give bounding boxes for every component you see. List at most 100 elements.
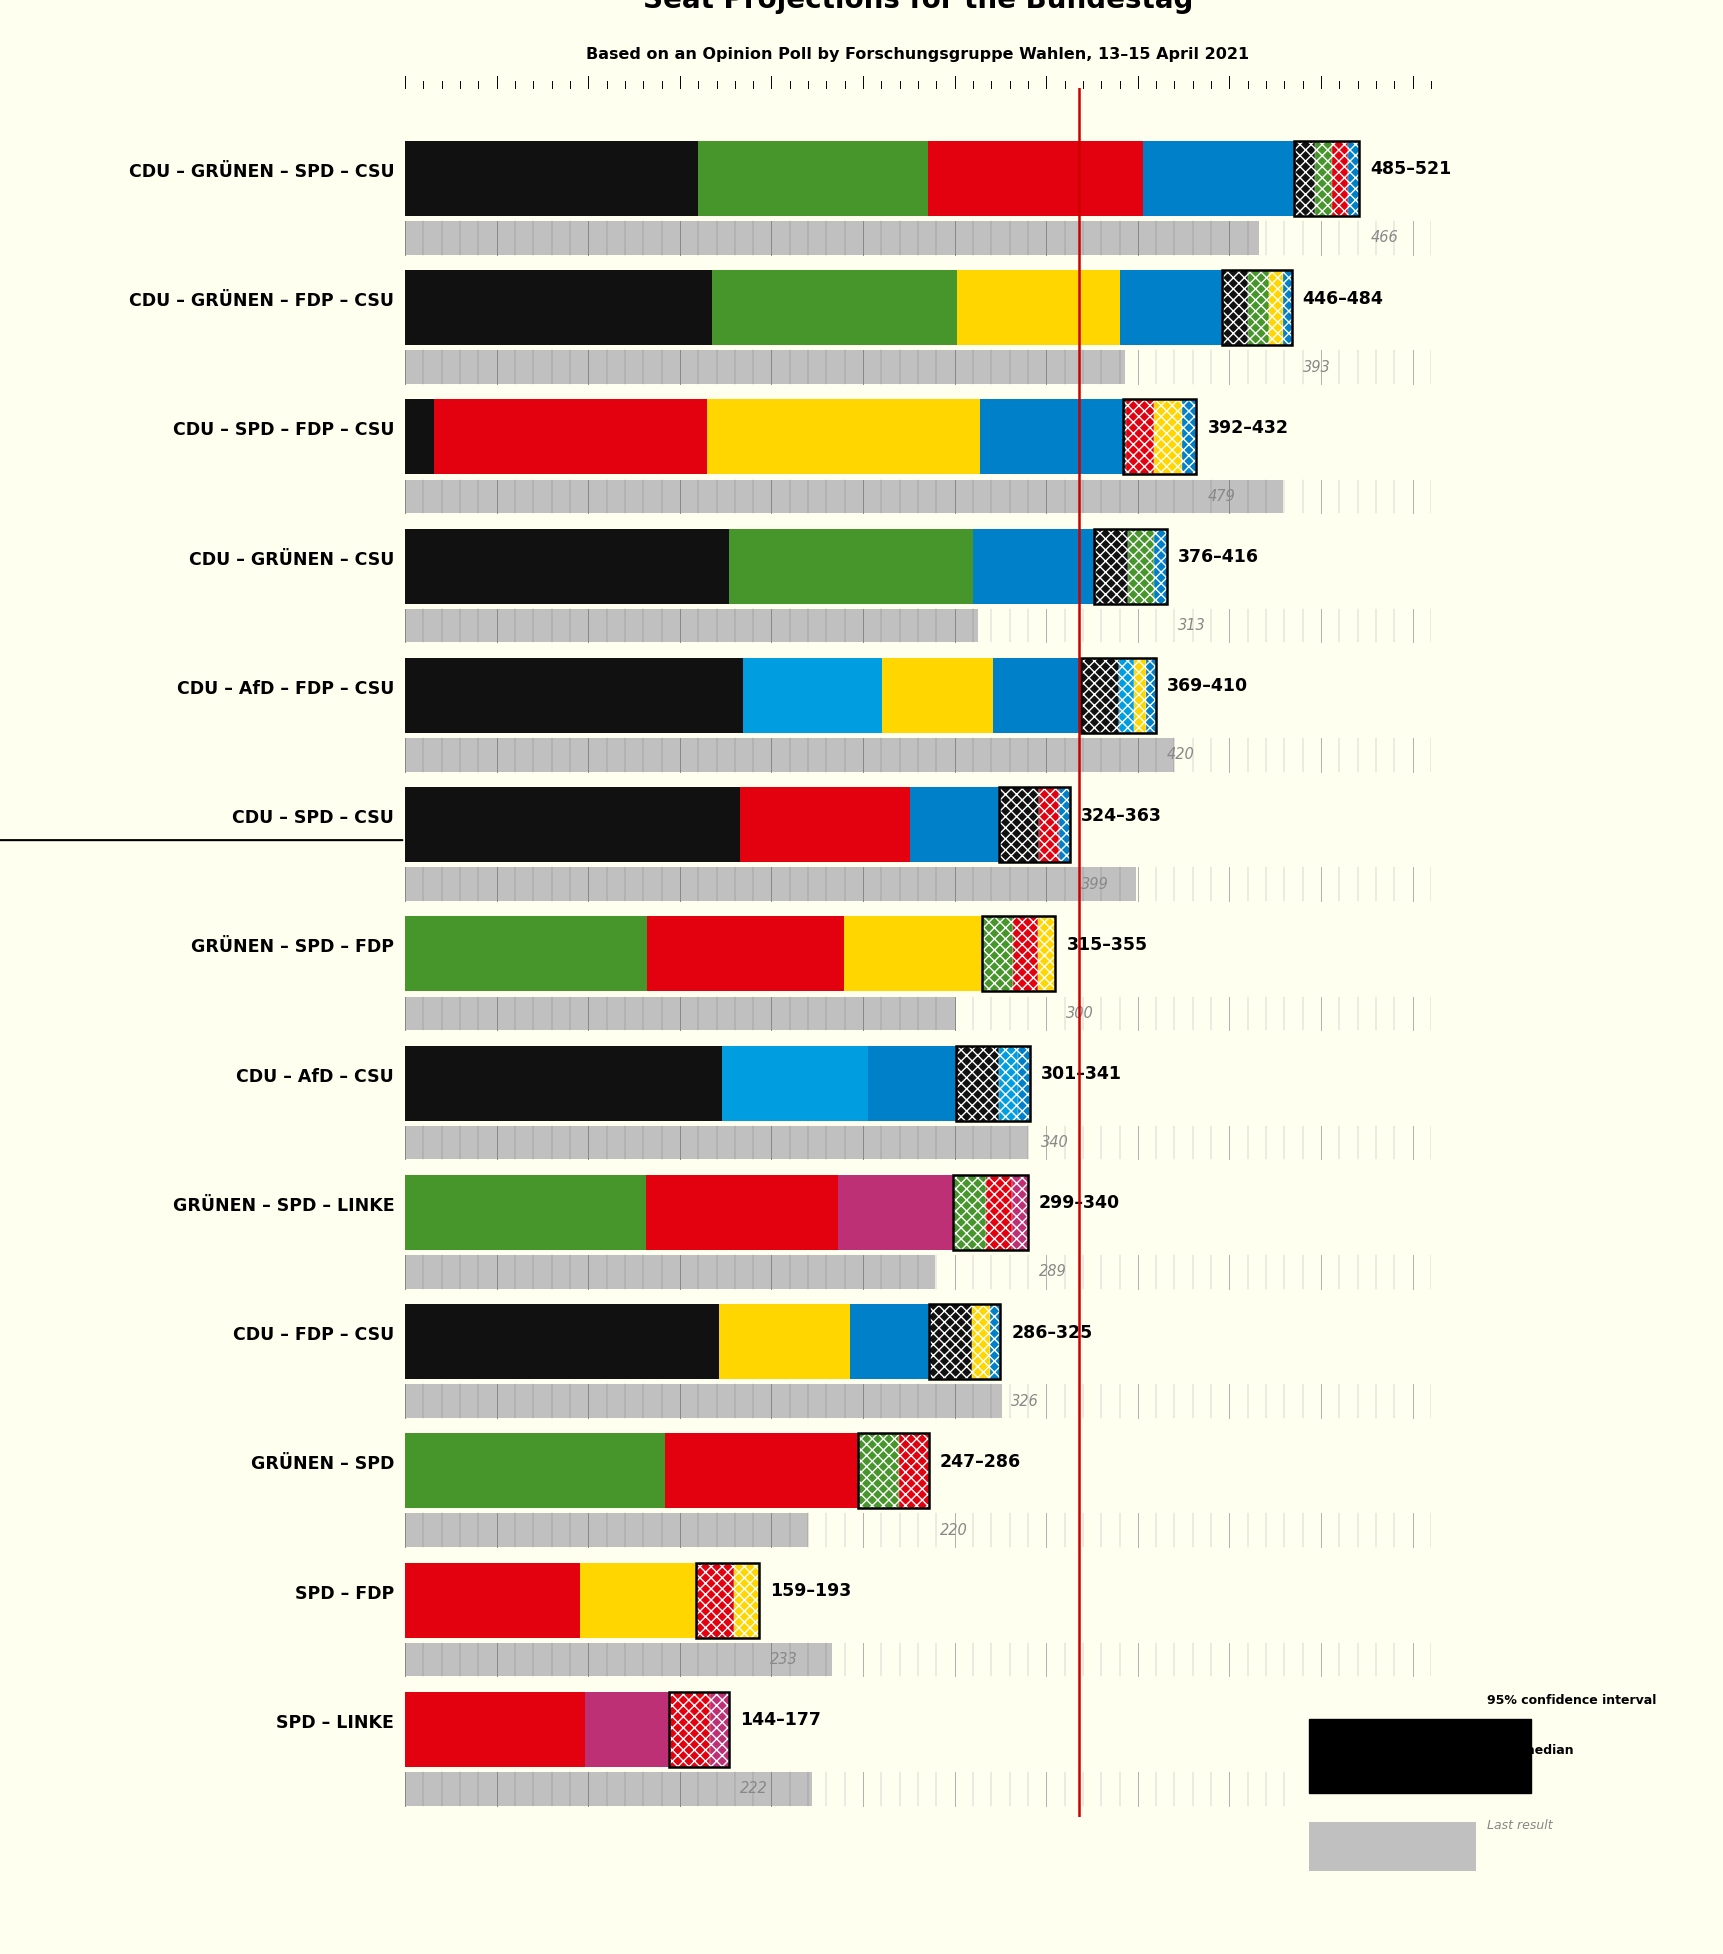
- Bar: [989, 1303, 999, 1380]
- Bar: [405, 270, 712, 346]
- Bar: [972, 1303, 989, 1380]
- Text: 313: 313: [1177, 617, 1204, 633]
- Text: 315–355: 315–355: [1067, 936, 1148, 954]
- Text: 376–416: 376–416: [1177, 547, 1258, 567]
- Bar: [710, 1692, 729, 1766]
- Bar: [929, 1303, 972, 1380]
- Text: SPD – FDP: SPD – FDP: [295, 1585, 395, 1602]
- Text: Seat Projections for the Bundestag: Seat Projections for the Bundestag: [643, 0, 1192, 14]
- Bar: [405, 141, 698, 215]
- Bar: [956, 1045, 1029, 1120]
- Bar: [743, 658, 880, 733]
- Text: GRÜNEN – SPD – FDP: GRÜNEN – SPD – FDP: [191, 938, 395, 956]
- Bar: [718, 1303, 849, 1380]
- Text: 222: 222: [739, 1782, 768, 1796]
- Bar: [1080, 658, 1118, 733]
- Bar: [1018, 1045, 1029, 1120]
- Bar: [1247, 270, 1268, 346]
- Bar: [880, 658, 992, 733]
- Text: SPD – LINKE: SPD – LINKE: [276, 1714, 395, 1731]
- Text: 324–363: 324–363: [1080, 807, 1161, 825]
- Bar: [646, 1174, 837, 1251]
- Bar: [1037, 916, 1054, 991]
- Bar: [1146, 658, 1156, 733]
- Bar: [837, 1174, 953, 1251]
- Text: 95% confidence interval: 95% confidence interval: [1485, 1694, 1656, 1708]
- Text: 466: 466: [1370, 231, 1397, 246]
- Bar: [741, 787, 910, 862]
- Bar: [1094, 530, 1127, 604]
- Bar: [405, 1692, 584, 1766]
- Bar: [868, 1045, 956, 1120]
- Bar: [982, 916, 1013, 991]
- Bar: [405, 1772, 812, 1805]
- Bar: [405, 997, 955, 1030]
- Bar: [405, 739, 1173, 772]
- Text: 485–521: 485–521: [1370, 160, 1451, 178]
- Text: CDU – SPD – CSU: CDU – SPD – CSU: [233, 809, 395, 827]
- Text: CDU – SPD – FDP – CSU: CDU – SPD – FDP – CSU: [172, 422, 395, 440]
- Bar: [1308, 1821, 1475, 1870]
- Bar: [1315, 141, 1332, 215]
- Bar: [706, 399, 979, 475]
- Bar: [953, 1174, 986, 1251]
- Bar: [1268, 270, 1282, 346]
- Bar: [956, 270, 1120, 346]
- Bar: [1142, 141, 1292, 215]
- Text: 420: 420: [1166, 746, 1194, 762]
- Text: 479: 479: [1206, 488, 1234, 504]
- Bar: [1127, 530, 1154, 604]
- Bar: [405, 1643, 832, 1677]
- Bar: [1308, 1720, 1439, 1794]
- Bar: [712, 270, 956, 346]
- Text: CDU – FDP – CSU: CDU – FDP – CSU: [233, 1327, 395, 1344]
- Bar: [696, 1563, 734, 1637]
- Text: with median: with median: [1485, 1743, 1573, 1757]
- Bar: [405, 868, 1135, 901]
- Text: 220: 220: [939, 1522, 967, 1538]
- Bar: [405, 916, 648, 991]
- Bar: [405, 1174, 646, 1251]
- Bar: [405, 399, 434, 475]
- Bar: [665, 1434, 856, 1508]
- Bar: [405, 1514, 808, 1548]
- Bar: [405, 1563, 579, 1637]
- Bar: [1439, 1720, 1530, 1794]
- Bar: [405, 350, 1125, 383]
- Bar: [1292, 141, 1315, 215]
- Bar: [1134, 658, 1146, 733]
- Bar: [1154, 530, 1166, 604]
- Bar: [856, 1434, 898, 1508]
- Text: CDU – GRÜNEN – FDP – CSU: CDU – GRÜNEN – FDP – CSU: [129, 293, 395, 311]
- Bar: [579, 1563, 696, 1637]
- Bar: [1125, 399, 1153, 475]
- Bar: [843, 916, 982, 991]
- Bar: [898, 1434, 929, 1508]
- Bar: [434, 399, 706, 475]
- Bar: [979, 399, 1123, 475]
- Bar: [1222, 270, 1247, 346]
- Text: 399: 399: [1080, 877, 1108, 891]
- Text: 247–286: 247–286: [939, 1452, 1020, 1471]
- Bar: [405, 1383, 1001, 1419]
- Bar: [998, 1045, 1018, 1120]
- Text: CDU – GRÜNEN – CSU: CDU – GRÜNEN – CSU: [188, 551, 395, 569]
- Text: Last result: Last result: [1485, 1819, 1552, 1833]
- Bar: [849, 1303, 929, 1380]
- Bar: [405, 658, 743, 733]
- Text: 340: 340: [1041, 1135, 1068, 1151]
- Text: 446–484: 446–484: [1303, 289, 1384, 307]
- Bar: [1058, 787, 1070, 862]
- Bar: [1439, 1720, 1530, 1794]
- Bar: [1182, 399, 1196, 475]
- Bar: [1222, 270, 1291, 346]
- Bar: [696, 1563, 758, 1637]
- Bar: [1118, 658, 1134, 733]
- Bar: [1011, 1174, 1027, 1251]
- Bar: [729, 530, 973, 604]
- Text: 392–432: 392–432: [1206, 418, 1287, 438]
- Bar: [405, 1045, 722, 1120]
- Bar: [734, 1563, 758, 1637]
- Bar: [405, 1254, 934, 1288]
- Bar: [1292, 141, 1359, 215]
